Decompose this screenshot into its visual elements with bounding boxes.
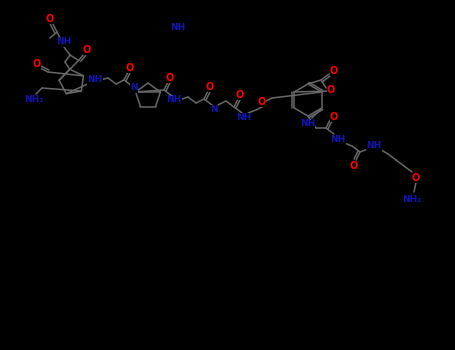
Text: NH: NH (366, 141, 382, 150)
Text: NH: NH (170, 23, 186, 33)
Text: N: N (210, 105, 218, 113)
Text: O: O (166, 73, 174, 83)
Text: O: O (46, 14, 54, 24)
Text: N: N (130, 84, 138, 92)
Text: O: O (258, 97, 266, 107)
Text: NH: NH (300, 119, 315, 128)
Text: O: O (126, 63, 134, 73)
Text: O: O (33, 59, 41, 69)
Text: NH: NH (87, 76, 103, 84)
Text: O: O (206, 82, 214, 92)
Text: NH: NH (56, 37, 71, 47)
Text: NH₂: NH₂ (402, 195, 422, 203)
Text: O: O (330, 112, 338, 122)
Text: O: O (327, 85, 335, 95)
Text: NH: NH (237, 112, 252, 121)
Text: O: O (83, 45, 91, 55)
Text: O: O (330, 66, 338, 76)
Text: O: O (412, 173, 420, 183)
Text: NH₂: NH₂ (25, 96, 44, 105)
Text: NH: NH (167, 96, 182, 105)
Text: O: O (350, 161, 358, 171)
Text: NH: NH (330, 135, 346, 145)
Text: O: O (236, 90, 244, 100)
